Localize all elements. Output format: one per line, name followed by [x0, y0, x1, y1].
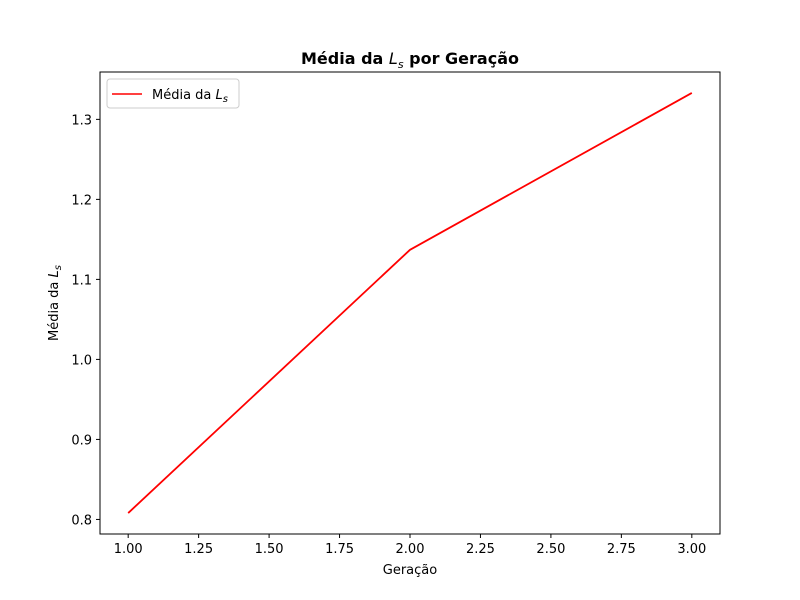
chart-title-text: Média da: [301, 49, 389, 68]
x-tick-label: 1.50: [255, 542, 284, 557]
legend-label-sub: s: [223, 94, 228, 105]
x-tick-label: 2.50: [536, 542, 565, 557]
chart-title-rest: por Geração: [404, 49, 519, 68]
y-axis-label: Média da Ls: [47, 265, 64, 341]
series-group: [127, 92, 693, 514]
legend: Média da Ls: [106, 78, 240, 109]
chart-title: Média da Ls por Geração: [301, 49, 519, 71]
y-axis-label-var: L: [47, 270, 62, 277]
series-line: [127, 92, 693, 514]
legend-label: Média da Ls: [152, 88, 228, 105]
legend-box: [106, 78, 240, 109]
x-tick-label: 3.00: [677, 542, 706, 557]
x-tick-label: 2.25: [466, 542, 495, 557]
chart-title-var: L: [389, 49, 398, 68]
x-tick-label: 2.00: [396, 542, 425, 557]
y-axis: 0.8 0.9 1.0 1.1 1.2 1.3: [71, 113, 100, 528]
x-tick-label: 1.75: [325, 542, 354, 557]
legend-label-text: Média da: [152, 88, 216, 103]
legend-label-var: L: [216, 88, 223, 103]
y-tick-label: 1.3: [71, 113, 92, 128]
y-tick-label: 0.9: [71, 433, 92, 448]
plot-area: [99, 71, 721, 535]
chart-title-sub: s: [398, 58, 404, 71]
x-tick-label: 2.75: [607, 542, 636, 557]
x-tick-label: 1.00: [114, 542, 143, 557]
x-tick-label: 1.25: [184, 542, 213, 557]
x-axis-label: Geração: [383, 563, 437, 578]
y-tick-label: 1.2: [71, 193, 92, 208]
x-axis: 1.00 1.25 1.50 1.75 2.00 2.25 2.50 2.75 3.00: [114, 534, 706, 557]
y-tick-label: 1.0: [71, 353, 92, 368]
y-tick-label: 0.8: [71, 513, 92, 528]
y-tick-label: 1.1: [71, 273, 92, 288]
y-axis-label-text: Média da: [47, 277, 62, 341]
y-axis-label-sub: s: [53, 265, 64, 270]
